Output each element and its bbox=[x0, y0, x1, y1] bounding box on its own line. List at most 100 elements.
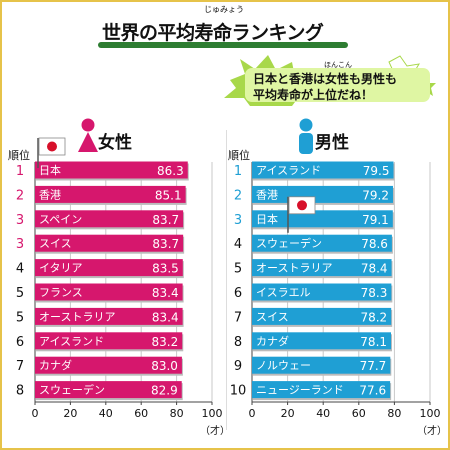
rank-label: 6 bbox=[234, 286, 242, 301]
x-tick-label: 60 bbox=[134, 407, 148, 420]
bar bbox=[252, 332, 392, 350]
bar-value-label: 83.7 bbox=[152, 213, 179, 227]
rank-label: 7 bbox=[234, 310, 242, 325]
bar-value-label: 83.7 bbox=[152, 237, 179, 251]
x-tick-label: 80 bbox=[387, 407, 401, 420]
bar-category-label: 香港 bbox=[39, 188, 61, 201]
x-tick-label: 20 bbox=[281, 407, 295, 420]
female-symbol-icon bbox=[78, 118, 98, 152]
male-rank-header: 順位 bbox=[228, 149, 250, 162]
rank-label: 2 bbox=[16, 188, 24, 203]
bar-value-label: 83.4 bbox=[152, 286, 179, 300]
rank-label: 5 bbox=[16, 310, 24, 325]
bar-category-label: イスラエル bbox=[256, 286, 311, 299]
bar bbox=[35, 283, 183, 301]
bar-category-label: イタリア bbox=[39, 262, 83, 275]
rank-label: 3 bbox=[234, 213, 242, 228]
bar-value-label: 78.3 bbox=[361, 286, 388, 300]
bar-value-label: 85.1 bbox=[155, 188, 182, 202]
x-tick-label: 80 bbox=[170, 407, 184, 420]
bar-value-label: 78.6 bbox=[361, 237, 388, 251]
bar-value-label: 78.4 bbox=[361, 262, 388, 276]
bar-category-label: フランス bbox=[39, 286, 83, 299]
bar-value-label: 83.4 bbox=[152, 310, 179, 324]
bar bbox=[252, 356, 391, 374]
x-tick-label: 0 bbox=[249, 407, 256, 420]
x-tick-label: 100 bbox=[420, 407, 441, 420]
bar-category-label: アイスランド bbox=[256, 164, 321, 177]
rank-label: 4 bbox=[16, 262, 24, 277]
bar-value-label: 79.5 bbox=[363, 164, 390, 178]
x-tick-label: 40 bbox=[316, 407, 330, 420]
bar-category-label: アイスランド bbox=[39, 335, 104, 348]
rank-label: 3 bbox=[16, 213, 24, 228]
bar-value-label: 86.3 bbox=[157, 164, 184, 178]
rank-label: 3 bbox=[16, 237, 24, 252]
x-tick-label: 40 bbox=[99, 407, 113, 420]
bar-category-label: カナダ bbox=[39, 358, 72, 372]
bar bbox=[35, 185, 186, 203]
bar bbox=[35, 161, 188, 179]
chart-divider bbox=[226, 130, 227, 430]
bar bbox=[252, 283, 392, 301]
rank-label: 2 bbox=[234, 188, 242, 203]
bar bbox=[252, 234, 392, 252]
bar bbox=[252, 381, 391, 399]
x-tick-label: 100 bbox=[202, 407, 223, 420]
rank-label: 8 bbox=[234, 335, 242, 350]
x-tick-label: 0 bbox=[32, 407, 39, 420]
male-x-unit: （才） bbox=[417, 426, 447, 437]
note-box bbox=[245, 68, 430, 102]
bar bbox=[252, 259, 392, 277]
japan-flag-disc bbox=[47, 141, 57, 152]
page-title: 世界の平均寿命ランキング bbox=[102, 22, 324, 44]
bar bbox=[35, 259, 183, 277]
bar-value-label: 83.2 bbox=[152, 335, 179, 349]
bar-category-label: ノルウェー bbox=[256, 359, 311, 372]
bar-category-label: スペイン bbox=[39, 213, 82, 226]
bar bbox=[252, 161, 394, 179]
title-ribbon bbox=[98, 42, 348, 48]
bar-category-label: ニュージーランド bbox=[256, 384, 344, 397]
bar-value-label: 79.2 bbox=[362, 188, 389, 202]
male-label: 男性 bbox=[315, 133, 349, 153]
bar-category-label: 日本 bbox=[39, 163, 61, 177]
bar bbox=[35, 332, 183, 350]
bar-category-label: スイス bbox=[256, 310, 289, 323]
bar-value-label: 83.5 bbox=[152, 262, 179, 276]
bar-category-label: 香港 bbox=[256, 188, 278, 201]
female-rank-header: 順位 bbox=[8, 149, 30, 162]
japan-flag-disc bbox=[297, 200, 307, 211]
note-ruby: ほんこん bbox=[324, 61, 352, 69]
bar-category-label: オーストラリア bbox=[256, 262, 332, 275]
bar bbox=[35, 307, 183, 325]
female-x-unit: （才） bbox=[200, 426, 230, 437]
rank-label: 9 bbox=[234, 359, 242, 374]
bar bbox=[35, 234, 184, 252]
x-tick-label: 60 bbox=[352, 407, 366, 420]
x-tick-label: 20 bbox=[63, 407, 77, 420]
rank-label: 4 bbox=[234, 237, 242, 252]
rank-label: 5 bbox=[16, 286, 24, 301]
bar-value-label: 82.9 bbox=[151, 384, 178, 398]
note-line-1: 日本と香港は女性も男性も bbox=[253, 72, 398, 86]
bar-value-label: 77.6 bbox=[359, 384, 386, 398]
bar-value-label: 78.2 bbox=[360, 310, 387, 324]
bar bbox=[35, 210, 184, 228]
bar-value-label: 77.7 bbox=[360, 359, 387, 373]
bar-category-label: スウェーデン bbox=[39, 383, 105, 397]
bar-value-label: 79.1 bbox=[362, 213, 389, 227]
bar bbox=[252, 185, 393, 203]
bar-value-label: 83.0 bbox=[151, 359, 178, 373]
male-symbol-icon bbox=[299, 118, 313, 154]
female-label: 女性 bbox=[98, 133, 132, 153]
rank-label: 8 bbox=[16, 384, 24, 399]
rank-label: 7 bbox=[16, 359, 24, 374]
bar bbox=[35, 381, 182, 399]
note-line-2: 平均寿命が上位だね！ bbox=[253, 88, 374, 102]
bar-category-label: 日本 bbox=[256, 212, 278, 226]
bar-category-label: カナダ bbox=[256, 334, 289, 348]
